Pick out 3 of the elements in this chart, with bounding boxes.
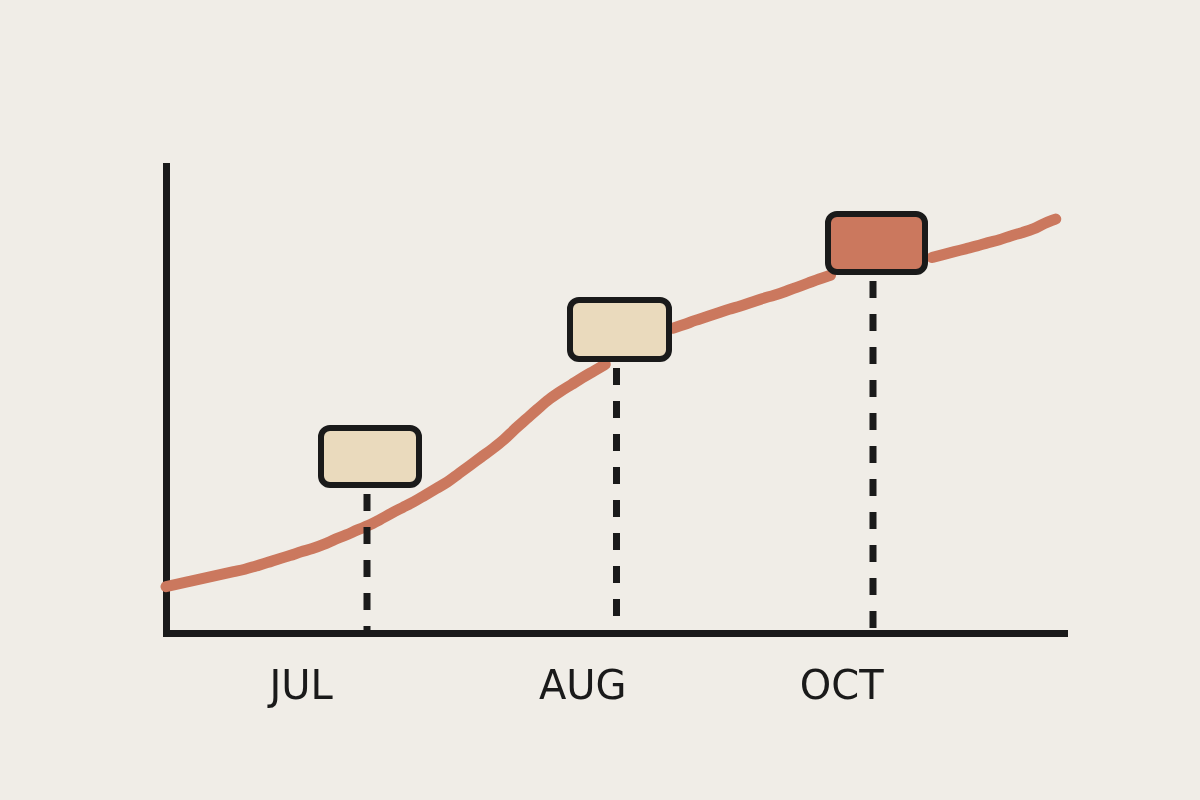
x-tick-label: AUG (538, 662, 627, 709)
x-tick-label: JUL (266, 662, 334, 709)
x-tick-label: OCT (799, 662, 885, 709)
